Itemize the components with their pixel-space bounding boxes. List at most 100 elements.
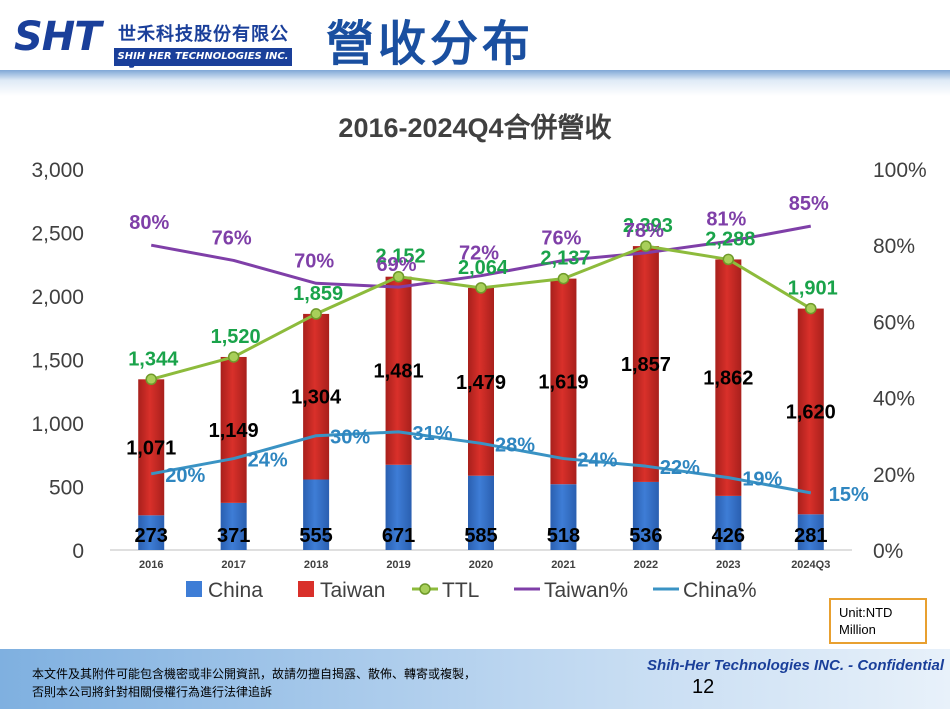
label-china: 555: [299, 525, 332, 547]
label-china-pct: 19%: [742, 469, 782, 491]
label-taiwan: 1,862: [703, 368, 753, 390]
y-right-tick-label: 0%: [873, 540, 903, 563]
label-china: 371: [217, 525, 250, 547]
label-china: 518: [547, 525, 580, 547]
label-china: 585: [464, 525, 497, 547]
title-divider: [0, 70, 950, 96]
legend-marker: [419, 583, 431, 595]
y-right-tick-label: 40%: [873, 388, 915, 411]
label-taiwan-pct: 78%: [624, 220, 664, 242]
slide-header: SHT 世禾科技股份有限公司 SHIH HER TECHNOLOGIES INC…: [0, 0, 950, 72]
bar-taiwan: [550, 278, 577, 485]
legend-label: China: [208, 579, 263, 602]
x-tick-label: 2022: [634, 559, 658, 571]
y-left-tick-label: 500: [49, 477, 84, 500]
label-taiwan: 1,304: [291, 387, 342, 409]
legend-label: China%: [683, 579, 757, 602]
label-china-pct: 28%: [495, 434, 535, 456]
confidential-notice: Shih-Her Technologies INC. - Confidentia…: [647, 657, 944, 674]
label-china-pct: 30%: [330, 427, 370, 449]
label-taiwan-pct: 85%: [789, 193, 829, 215]
label-taiwan-pct: 69%: [377, 254, 417, 276]
x-tick-label: 2018: [304, 559, 328, 571]
label-ttl: 2,393: [623, 215, 673, 237]
confidentiality-disclaimer: 本文件及其附件可能包含機密或非公開資訊，故請勿擅自揭露、散佈、轉寄或複製， 否則…: [32, 667, 477, 699]
label-taiwan-pct: 72%: [459, 243, 499, 265]
x-tick-label: 2017: [221, 559, 245, 571]
label-china-pct: 15%: [829, 484, 869, 506]
label-ttl: 1,859: [293, 283, 343, 305]
label-china-pct: 20%: [165, 465, 205, 487]
label-ttl: 2,152: [376, 246, 426, 268]
ttl-point: [392, 270, 405, 283]
legend-swatch: [186, 581, 202, 597]
line-taiwan-pct: [150, 224, 812, 289]
ttl-point: [475, 282, 487, 294]
label-china: 426: [712, 525, 745, 547]
label-taiwan-pct: 76%: [212, 227, 252, 249]
y-left-tick-label: 3,000: [31, 159, 84, 182]
legend-label: Taiwan: [320, 579, 385, 602]
ttl-point: [557, 272, 570, 285]
bar-taiwan: [797, 308, 824, 515]
bar-china: [220, 502, 247, 550]
bar-taiwan: [220, 356, 247, 503]
bar-china: [797, 514, 824, 550]
label-china-pct: 24%: [577, 450, 617, 472]
label-taiwan-pct: 70%: [294, 250, 334, 272]
unit-line-2: Million: [839, 622, 876, 637]
label-china-pct: 24%: [248, 450, 288, 472]
ttl-point: [227, 351, 240, 363]
y-left-tick-label: 0: [72, 540, 84, 563]
chart-title: 2016-2024Q4合併營收: [338, 112, 611, 143]
bar-china: [632, 481, 659, 550]
y-right-tick-label: 80%: [873, 235, 915, 258]
label-taiwan: 1,149: [209, 420, 259, 442]
ttl-point: [640, 240, 652, 252]
label-taiwan: 1,857: [621, 354, 671, 376]
label-taiwan: 1,479: [456, 372, 506, 394]
ttl-point: [145, 373, 157, 386]
label-china-pct: 22%: [660, 457, 700, 479]
page-title: 營收分布: [326, 16, 535, 72]
logo-name-en: SHIH HER TECHNOLOGIES INC.: [114, 48, 292, 66]
unit-box: Unit:NTD Million: [829, 598, 927, 644]
bar-china: [468, 475, 494, 550]
label-china: 281: [794, 525, 827, 547]
unit-line-1: Unit:NTD: [839, 605, 893, 620]
x-tick-label: 2023: [716, 559, 740, 571]
logo-mark: SHT: [14, 14, 102, 60]
label-china: 273: [135, 525, 168, 547]
label-china: 671: [382, 525, 415, 547]
legend-swatch: [298, 581, 314, 597]
label-taiwan-pct: 81%: [706, 208, 746, 230]
legend-label: Taiwan%: [544, 579, 628, 602]
legend-label: TTL: [442, 579, 479, 602]
revenue-chart: 2016-2024Q4合併營收 0 500 1,000 1,500 2,000 2,500 3…: [31, 112, 927, 602]
y-right-tick-label: 60%: [873, 311, 915, 334]
x-tick-label: 2024Q3: [791, 559, 830, 571]
y-left-tick-label: 2,500: [31, 223, 84, 246]
company-logo: SHT 世禾科技股份有限公司 SHIH HER TECHNOLOGIES INC…: [6, 8, 296, 71]
bar-taiwan: [138, 379, 165, 516]
x-tick-label: 2019: [386, 559, 410, 571]
bar-china: [385, 464, 412, 550]
page-number: 12: [692, 676, 715, 698]
y-left-tick-label: 2,000: [31, 286, 84, 309]
x-tick-label: 2020: [469, 559, 493, 571]
bar-china: [715, 495, 742, 550]
label-taiwan-pct: 76%: [541, 227, 581, 249]
bar-taiwan: [715, 259, 742, 496]
label-taiwan-pct: 80%: [129, 212, 169, 234]
x-tick-label: 2016: [139, 559, 163, 571]
ttl-point: [310, 308, 322, 320]
label-ttl: 2,064: [458, 257, 509, 279]
bar-china: [138, 515, 165, 550]
y-left-tick-label: 1,500: [31, 350, 84, 373]
y-right-tick-label: 100%: [873, 159, 927, 182]
label-ttl: 1,901: [788, 278, 838, 300]
x-tick-label: 2021: [551, 559, 575, 571]
label-taiwan: 1,071: [126, 437, 176, 459]
bar-taiwan: [632, 246, 659, 482]
label-ttl: 2,137: [540, 248, 590, 270]
